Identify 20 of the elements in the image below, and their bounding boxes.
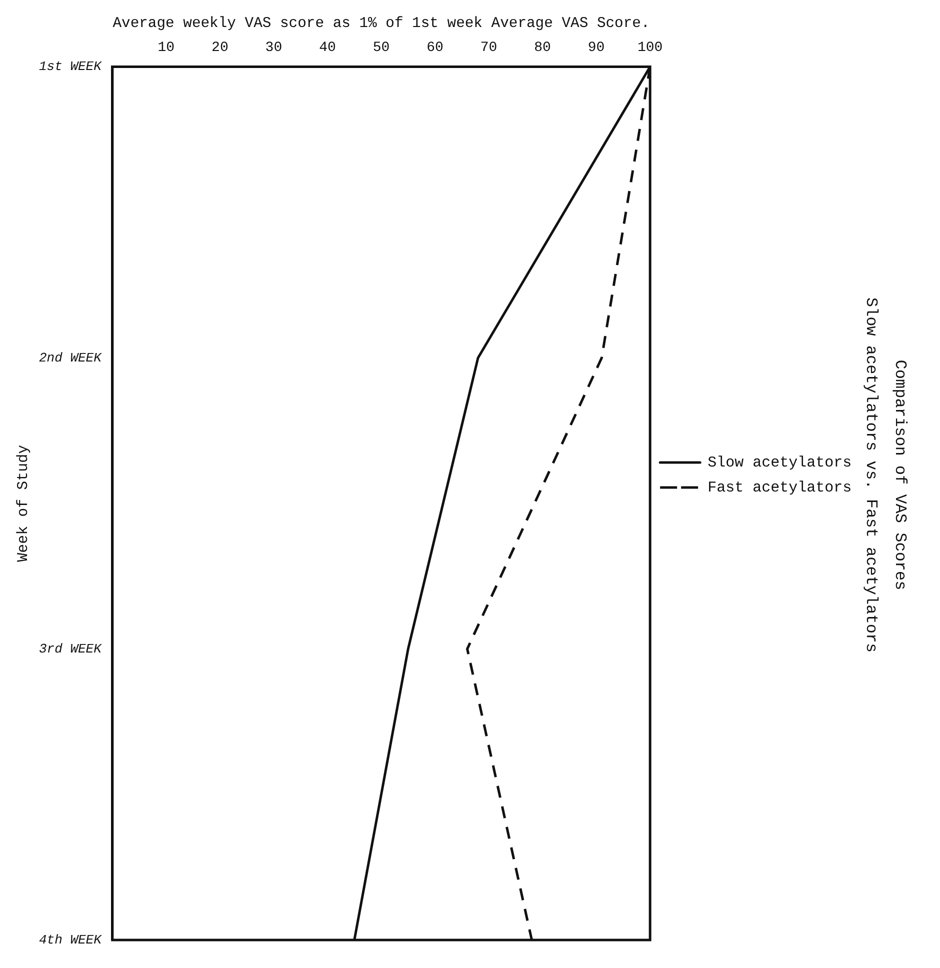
x-tick-label: 100 [637, 40, 663, 56]
y-tick-label: 1st WEEK [38, 59, 103, 74]
x-tick-label: 40 [319, 40, 336, 56]
y-axis-title: Week of Study [14, 444, 32, 562]
legend-label: Fast acetylators [708, 479, 852, 496]
x-tick-label: 60 [426, 40, 444, 56]
x-tick-label: 30 [265, 40, 282, 56]
x-tick-label: 90 [588, 40, 605, 56]
x-tick-label: 20 [212, 40, 228, 56]
y-tick-label: 4th WEEK [38, 932, 103, 948]
y-tick-label: 2nd WEEK [38, 350, 103, 366]
x-axis-title: Average weekly VAS score as 1% of 1st week Average VAS Score. [112, 16, 650, 32]
legend-label: Slow acetylators [708, 454, 852, 472]
y-tick-label: 3rd WEEK [38, 641, 103, 656]
text: Comparison of VAS Scores [891, 360, 910, 590]
x-tick-label: 70 [480, 40, 498, 56]
x-tick-label: 10 [158, 40, 175, 56]
x-tick-label: 50 [372, 40, 390, 56]
text: Slow acetylators vs. Fast acetylators [862, 297, 880, 653]
x-tick-label: 80 [534, 40, 551, 56]
